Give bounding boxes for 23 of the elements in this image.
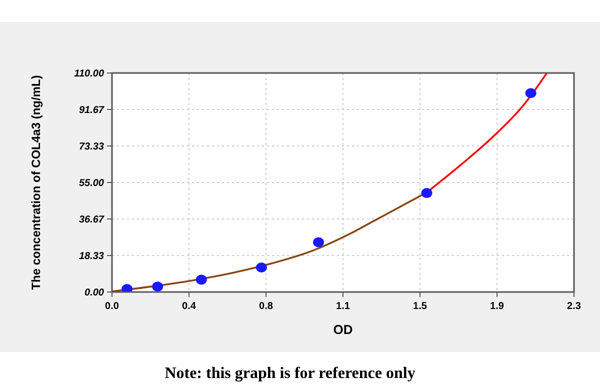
x-tick-label: 1.9 xyxy=(490,301,504,312)
point xyxy=(196,274,207,285)
x-tick-label: 0.8 xyxy=(259,301,274,312)
x-tick-label: 1.1 xyxy=(336,301,350,312)
y-tick-label: 91.67 xyxy=(78,104,104,116)
y-tick-label: 0.00 xyxy=(84,288,104,298)
y-tick-label: 73.33 xyxy=(78,142,104,153)
point xyxy=(421,188,432,198)
text: Note: this graph is for reference only xyxy=(164,365,416,382)
y-axis-title: The concentration of COL4a3 (ng/mL) xyxy=(29,75,43,290)
y-tick-label: 55.00 xyxy=(78,178,104,189)
y-tick-label: 36.67 xyxy=(78,214,104,226)
point xyxy=(525,88,536,98)
y-tick-label: 18.33 xyxy=(78,251,104,262)
x-tick-label: 0.0 xyxy=(105,301,120,312)
x-tick-label: 2.3 xyxy=(567,301,582,312)
x-tick-label: 1.5 xyxy=(413,301,428,312)
y-tick-label: 110.00 xyxy=(74,68,104,80)
x-axis-title: OD xyxy=(333,322,353,337)
point xyxy=(152,282,164,292)
point xyxy=(312,237,324,248)
point xyxy=(256,262,267,273)
x-tick-label: 0.4 xyxy=(182,301,196,312)
